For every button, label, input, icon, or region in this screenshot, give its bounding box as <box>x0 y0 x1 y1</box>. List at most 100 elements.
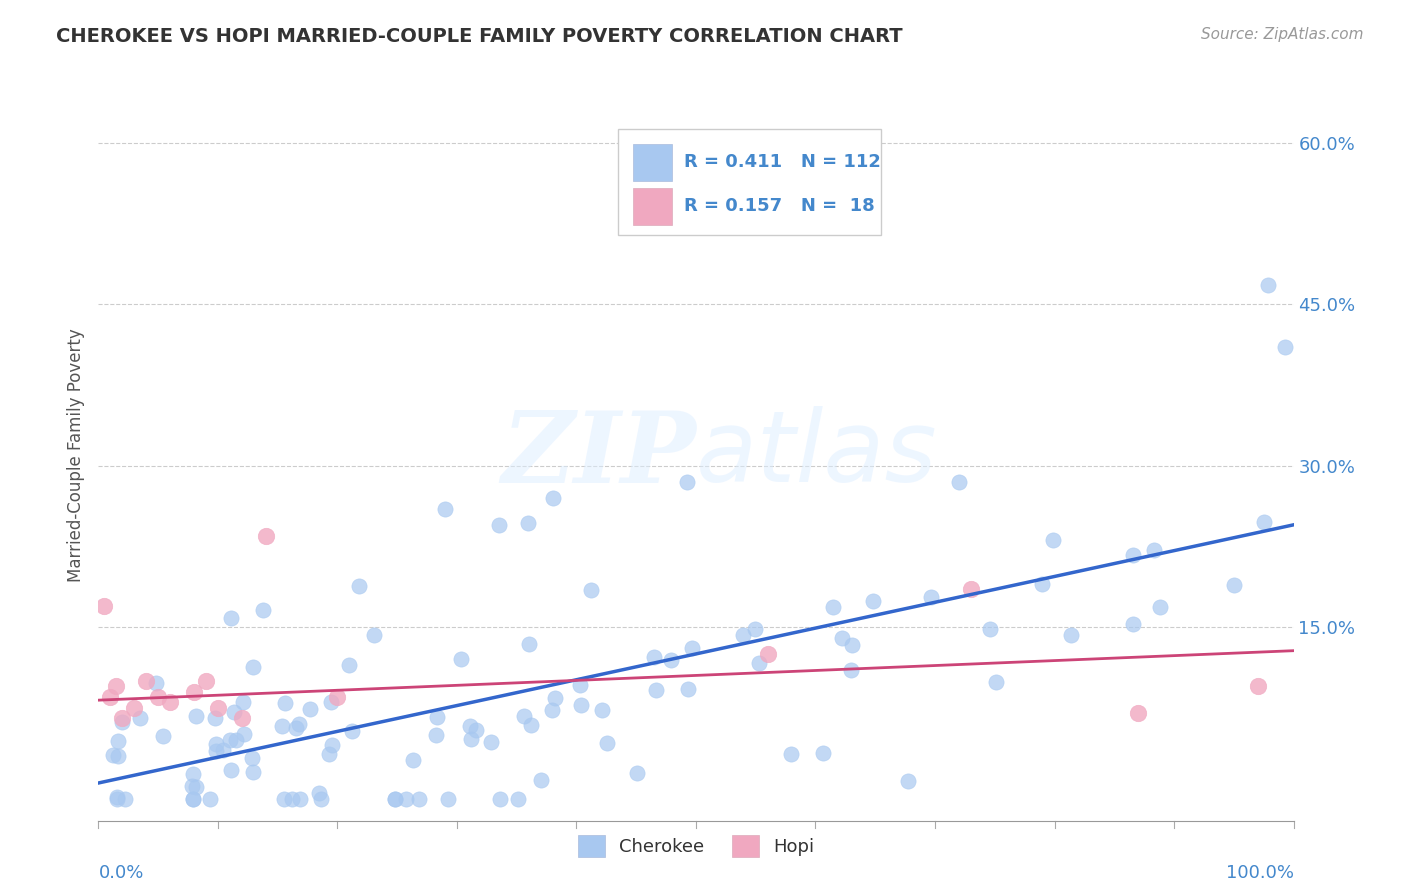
Point <box>841 638 863 652</box>
Point <box>581 583 603 598</box>
Point <box>744 622 766 636</box>
Point <box>488 792 510 806</box>
Text: atlas: atlas <box>696 407 938 503</box>
Point <box>1223 578 1246 592</box>
Point <box>145 676 167 690</box>
Point <box>219 610 242 624</box>
Text: ZIP: ZIP <box>501 407 696 503</box>
Point <box>426 710 449 724</box>
Point <box>242 765 264 780</box>
Point <box>402 753 425 767</box>
Point <box>675 475 697 489</box>
Point <box>519 637 541 651</box>
Point <box>101 747 124 762</box>
Point <box>211 742 233 756</box>
Point <box>107 734 129 748</box>
Point <box>681 641 703 656</box>
Point <box>434 501 457 516</box>
Point <box>181 792 204 806</box>
Point <box>831 631 853 645</box>
Point <box>450 652 472 666</box>
Point <box>285 721 308 735</box>
Point <box>195 673 218 688</box>
Legend: Cherokee, Hopi: Cherokee, Hopi <box>569 826 823 866</box>
Point <box>186 709 208 723</box>
Point <box>520 718 543 732</box>
Point <box>231 711 253 725</box>
Point <box>1253 515 1275 529</box>
Point <box>204 737 226 751</box>
Point <box>780 747 803 761</box>
Point <box>541 491 564 505</box>
Point <box>460 731 482 746</box>
Point <box>756 647 779 661</box>
Point <box>530 773 553 788</box>
Point <box>676 682 699 697</box>
Point <box>148 690 170 704</box>
Point <box>1257 277 1279 292</box>
Point <box>862 594 884 608</box>
Point <box>645 682 668 697</box>
Point <box>232 695 254 709</box>
Point <box>181 792 204 806</box>
Bar <box>633 144 672 180</box>
Point <box>1122 549 1144 563</box>
Point <box>1031 576 1053 591</box>
Point <box>225 733 247 747</box>
Point <box>281 792 304 806</box>
Point <box>308 786 330 800</box>
Point <box>1122 617 1144 632</box>
Point <box>114 792 136 806</box>
Point <box>948 475 970 489</box>
FancyBboxPatch shape <box>619 129 882 235</box>
Point <box>659 653 682 667</box>
Point <box>458 719 481 733</box>
Point <box>1274 340 1296 354</box>
Text: 0.0%: 0.0% <box>98 863 143 881</box>
Point <box>205 744 228 758</box>
Point <box>436 792 458 806</box>
Point <box>513 708 536 723</box>
Point <box>1247 679 1270 693</box>
Point <box>748 656 770 670</box>
Point <box>1143 543 1166 558</box>
Point <box>544 691 567 706</box>
Point <box>384 792 406 806</box>
Point <box>287 717 309 731</box>
Point <box>920 591 942 605</box>
Point <box>506 792 529 806</box>
Point <box>733 628 755 642</box>
Point <box>596 736 619 750</box>
Point <box>979 623 1001 637</box>
Point <box>823 600 845 615</box>
Point <box>124 700 146 714</box>
Point <box>129 711 152 725</box>
Point <box>184 780 207 794</box>
Point <box>337 657 360 672</box>
Point <box>811 746 834 760</box>
Point <box>960 582 983 597</box>
Point <box>1060 628 1083 642</box>
Point <box>232 727 254 741</box>
Point <box>240 751 263 765</box>
Bar <box>633 188 672 225</box>
Text: 100.0%: 100.0% <box>1226 863 1294 881</box>
Point <box>181 767 204 781</box>
Point <box>105 792 128 806</box>
Point <box>626 766 648 780</box>
Point <box>591 703 613 717</box>
Point <box>111 711 134 725</box>
Point <box>135 673 157 688</box>
Point <box>1128 706 1150 720</box>
Point <box>569 678 592 692</box>
Point <box>839 663 862 677</box>
Point <box>488 517 510 532</box>
Point <box>242 660 264 674</box>
Point <box>273 696 295 710</box>
Text: CHEROKEE VS HOPI MARRIED-COUPLE FAMILY POVERTY CORRELATION CHART: CHEROKEE VS HOPI MARRIED-COUPLE FAMILY P… <box>56 27 903 45</box>
Point <box>288 792 311 806</box>
Point <box>181 779 204 793</box>
Point <box>1149 600 1171 615</box>
Point <box>321 738 343 752</box>
Point <box>425 728 447 742</box>
